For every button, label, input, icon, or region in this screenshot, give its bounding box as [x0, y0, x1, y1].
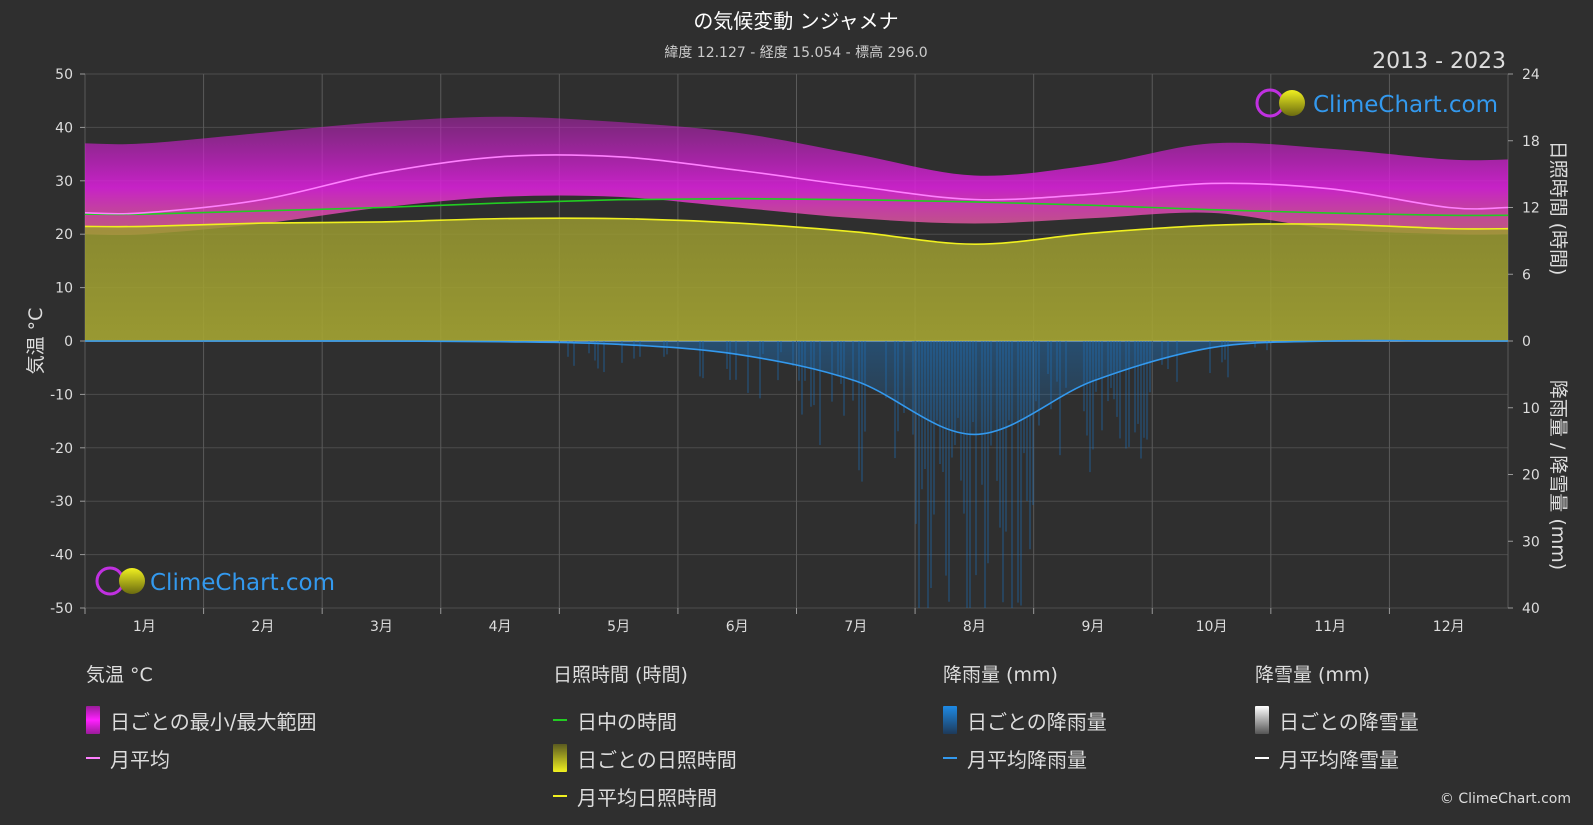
x-tick-label: 5月 [607, 619, 630, 635]
y-right-bottom-tick-label: 10 [1522, 401, 1540, 417]
legend-temp-avg-label: 月平均 [110, 747, 170, 772]
temp-avg-swatch [86, 757, 100, 759]
legend-sun-avg: 月平均日照時間 [553, 777, 737, 815]
y-right-bottom-tick-label: 30 [1522, 534, 1540, 550]
snow-avg-swatch [1255, 757, 1269, 759]
x-tick-label: 2月 [251, 619, 274, 635]
sun-avg-swatch [553, 795, 567, 797]
y-right-bottom-tick-label: 40 [1522, 601, 1540, 617]
chart-title: の気候変動 ンジャメナ [693, 9, 898, 33]
legend-sun-daily-label: 日ごとの日照時間 [577, 747, 737, 772]
legend-rain: 降雨量 (mm) 日ごとの降雨量 月平均降雨量 [943, 660, 1107, 777]
legend-sunshine: 日照時間 (時間) 日中の時間 日ごとの日照時間 月平均日照時間 [553, 660, 737, 815]
y-left-tick-label: -30 [50, 494, 73, 510]
x-tick-label: 9月 [1081, 619, 1104, 635]
brand-name-top: ClimeChart.com [1313, 92, 1498, 118]
sunshine-area [85, 218, 1508, 341]
x-tick-label: 8月 [963, 619, 986, 635]
y-left-tick-label: 40 [55, 120, 73, 136]
legend-snow-daily-label: 日ごとの降雪量 [1279, 709, 1419, 734]
year-range: 2013 - 2023 [1372, 49, 1506, 74]
rain-avg-line [85, 339, 1508, 436]
copyright: © ClimeChart.com [1439, 791, 1571, 807]
x-tick-label: 12月 [1433, 619, 1465, 635]
y-right-top-tick-label: 24 [1522, 67, 1540, 83]
legend-rain-avg: 月平均降雨量 [943, 739, 1107, 777]
legend-temperature: 気温 °C 日ごとの最小/最大範囲 月平均 [86, 660, 317, 777]
y-left-tick-label: 50 [55, 67, 73, 83]
x-tick-label: 4月 [489, 619, 512, 635]
snow-daily-swatch [1255, 706, 1269, 734]
chart-subtitle: 緯度 12.127 - 経度 15.054 - 標高 296.0 [664, 44, 927, 61]
y-right-top-tick-label: 18 [1522, 134, 1540, 150]
legend-rain-daily-label: 日ごとの降雨量 [967, 709, 1107, 734]
x-tick-label: 1月 [133, 619, 156, 635]
daylight-line [85, 197, 1508, 217]
y-right-bottom-tick-label: 20 [1522, 468, 1540, 484]
axes: 50 40 30 20 10 0 -10 -20 -30 -40 -50 24 18 12 6 0 10 20 30… [50, 67, 1540, 635]
x-tick-label: 11月 [1314, 619, 1346, 635]
logo-sun-icon [119, 568, 145, 594]
legend-sun-heading: 日照時間 (時間) [553, 664, 688, 686]
y-left-tick-label: 0 [64, 334, 73, 350]
climate-chart: の気候変動 ンジャメナ 緯度 12.127 - 経度 15.054 - 標高 2… [25, 9, 1569, 635]
legend-snow: 降雪量 (mm) 日ごとの降雪量 月平均降雪量 [1255, 660, 1419, 777]
rain-avg-swatch [943, 757, 957, 759]
legend-daylight: 日中の時間 [553, 701, 737, 739]
legend-rain-avg-label: 月平均降雨量 [967, 747, 1087, 772]
x-tick-label: 10月 [1196, 619, 1228, 635]
rain-area [85, 340, 1508, 435]
legend-temp-avg: 月平均 [86, 739, 317, 777]
temp-range-swatch [86, 706, 100, 734]
y-left-tick-label: -10 [50, 387, 73, 403]
brand-name-bottom: ClimeChart.com [150, 570, 335, 596]
y-left-tick-label: 20 [55, 227, 73, 243]
x-tick-label: 3月 [370, 619, 393, 635]
series-lines [85, 154, 1508, 436]
x-tick-label: 7月 [844, 619, 867, 635]
y-left-tick-label: 10 [55, 281, 73, 297]
daylight-swatch [553, 719, 567, 721]
brand-logo-bottom: ClimeChart.com [95, 566, 335, 596]
legend-daylight-label: 日中の時間 [577, 709, 677, 734]
legend-temp-heading: 気温 °C [86, 664, 153, 686]
logo-sun-icon [1279, 90, 1305, 116]
legend-snow-avg: 月平均降雪量 [1255, 739, 1419, 777]
legend-snow-avg-label: 月平均降雪量 [1279, 747, 1399, 772]
legend-sun-avg-label: 月平均日照時間 [577, 785, 717, 810]
sunshine-avg-line [85, 217, 1508, 246]
legend-snow-heading: 降雪量 (mm) [1255, 664, 1370, 686]
temp-avg-line [85, 154, 1508, 215]
sun-daily-swatch [553, 744, 567, 772]
legend-rain-heading: 降雨量 (mm) [943, 664, 1058, 686]
rain-daily-swatch [943, 706, 957, 734]
y-left-tick-label: -20 [50, 441, 73, 457]
y-right-top-tick-label: 12 [1522, 201, 1540, 217]
y-left-tick-label: -50 [50, 601, 73, 617]
legend-temp-range: 日ごとの最小/最大範囲 [86, 701, 317, 739]
temp-range-band [85, 116, 1508, 235]
y-right-top-tick-label: 0 [1522, 334, 1531, 350]
legend: 気温 °C 日ごとの最小/最大範囲 月平均 日照時間 (時間) 日中の時間 日ご… [0, 660, 1593, 820]
x-tick-label: 6月 [726, 619, 749, 635]
series-fills [85, 116, 1508, 435]
legend-rain-daily: 日ごとの降雨量 [943, 701, 1107, 739]
y-left-tick-label: -40 [50, 548, 73, 564]
y-right-top-axis-label: 日照時間 (時間) [1547, 141, 1569, 276]
legend-snow-daily: 日ごとの降雪量 [1255, 701, 1419, 739]
legend-sun-daily: 日ごとの日照時間 [553, 739, 737, 777]
brand-logo-top: ClimeChart.com [1255, 88, 1498, 118]
y-right-bottom-axis-label: 降雨量 / 降雪量 (mm) [1547, 380, 1569, 570]
y-left-tick-label: 30 [55, 174, 73, 190]
y-left-axis-label: 気温 °C [25, 308, 47, 375]
legend-temp-range-label: 日ごとの最小/最大範囲 [110, 709, 317, 734]
y-right-top-tick-label: 6 [1522, 267, 1531, 283]
